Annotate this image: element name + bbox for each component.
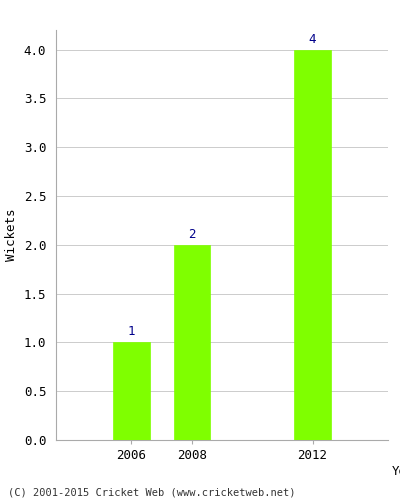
- Text: (C) 2001-2015 Cricket Web (www.cricketweb.net): (C) 2001-2015 Cricket Web (www.cricketwe…: [8, 488, 296, 498]
- Bar: [294, 50, 331, 440]
- Y-axis label: Wickets: Wickets: [5, 209, 18, 261]
- Text: 1: 1: [128, 326, 135, 338]
- Text: 2: 2: [188, 228, 196, 241]
- Bar: [113, 342, 150, 440]
- Text: Year: Year: [391, 464, 400, 477]
- Text: 4: 4: [309, 32, 316, 46]
- Bar: [174, 245, 210, 440]
